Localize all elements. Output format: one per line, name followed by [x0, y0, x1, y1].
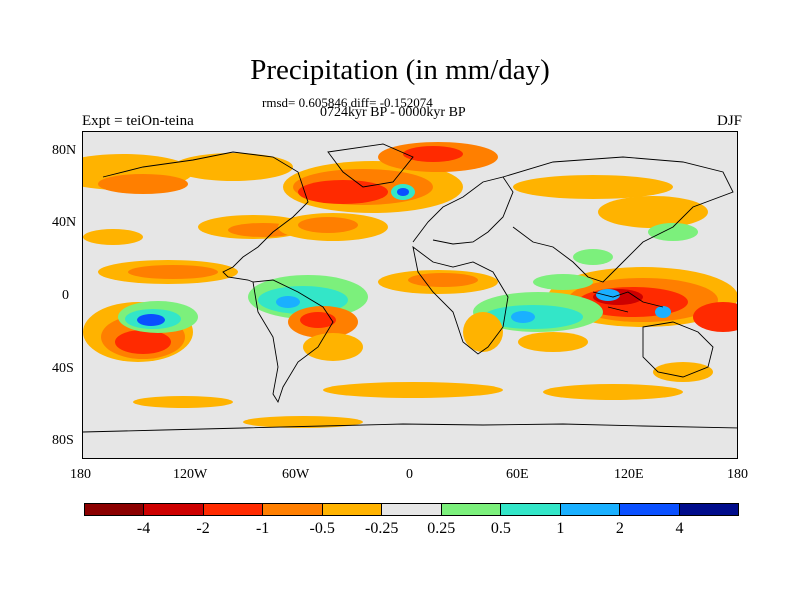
- colorbar-swatch: [441, 504, 502, 515]
- y-tick-label: 0: [62, 288, 69, 303]
- experiment-label: Expt = teiOn-teina: [82, 113, 194, 129]
- precipitation-map: [83, 142, 737, 433]
- colorbar-label: 4: [675, 520, 684, 537]
- y-tick-label: 80N: [52, 143, 77, 158]
- colorbar-label: -0.5: [309, 520, 335, 537]
- coastlines: [83, 143, 737, 433]
- y-tick-label: 80S: [52, 433, 74, 448]
- colorbar-swatch: [679, 504, 738, 515]
- stats-text: rmsd= 0.605846 diff= -0.152074: [262, 95, 433, 110]
- period-text: 0724kyr BP - 0000kyr BP: [320, 105, 466, 120]
- colorbar-swatch: [620, 504, 680, 515]
- anomaly-fields: [83, 142, 737, 428]
- colorbar-label: 0.25: [427, 520, 456, 537]
- x-tick-label: 0: [406, 467, 413, 482]
- x-tick-label: 120E: [614, 467, 644, 482]
- colorbar-label: 1: [556, 520, 565, 537]
- x-tick-label: 180: [70, 467, 91, 482]
- colorbar-swatch: [144, 504, 204, 515]
- x-tick-label: 60W: [282, 467, 310, 482]
- colorbar: [84, 503, 739, 516]
- x-tick-label: 120W: [173, 467, 208, 482]
- colorbar-swatch: [322, 504, 383, 515]
- colorbar-label: -1: [255, 520, 270, 537]
- colorbar-swatch: [501, 504, 561, 515]
- colorbar-swatch: [560, 504, 621, 515]
- map-title: Precipitation (in mm/day): [250, 54, 550, 86]
- colorbar-swatch: [85, 504, 145, 515]
- y-tick-label: 40S: [52, 361, 74, 376]
- colorbar-label: 2: [615, 520, 624, 537]
- season-label: DJF: [716, 113, 742, 129]
- colorbar-swatch: [382, 504, 442, 515]
- colorbar-label: 0.5: [490, 520, 511, 537]
- colorbar-label: -0.25: [365, 520, 399, 537]
- map-plot-area: [82, 131, 738, 459]
- x-tick-label: 60E: [506, 467, 529, 482]
- colorbar-swatch: [203, 504, 264, 515]
- y-tick-label: 40N: [52, 215, 77, 230]
- colorbar-label: -2: [196, 520, 210, 537]
- x-tick-label: 180: [727, 467, 748, 482]
- colorbar-swatch: [263, 504, 323, 515]
- colorbar-label: -4: [136, 520, 151, 537]
